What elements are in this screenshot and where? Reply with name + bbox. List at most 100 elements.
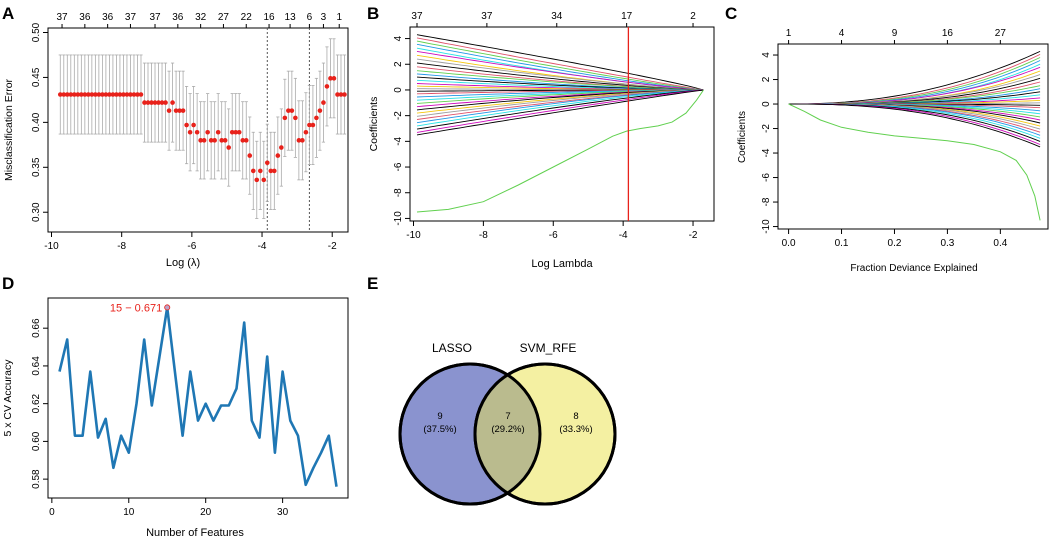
panel-a-data-point xyxy=(184,122,189,128)
panel-a-data-point xyxy=(163,100,168,105)
venn-set-label-lasso: LASSO xyxy=(432,341,472,355)
panel-a-data-point xyxy=(247,153,253,158)
panel-a-data-point xyxy=(328,76,333,81)
panel-a-data-point xyxy=(212,138,217,143)
panel-c-y-tick-label: 2 xyxy=(761,76,772,82)
panel-a-x-tick-label: -4 xyxy=(258,241,267,252)
venn-overlap-region xyxy=(475,364,540,504)
panel-a-data-point xyxy=(114,92,119,97)
panel-a-top-tick-label: 36 xyxy=(172,12,184,23)
panel-a-data-point xyxy=(293,115,298,121)
panel-b-y-tick-label: -2 xyxy=(393,111,404,120)
panel-a-x-tick-label: -6 xyxy=(187,241,196,252)
panel-a-data-point xyxy=(191,122,196,128)
panel-a-data-point xyxy=(215,129,221,135)
panel-a-data-point xyxy=(61,92,67,97)
panel-label-e: E xyxy=(367,274,378,293)
panel-c-y-tick-label: -6 xyxy=(761,173,772,182)
panel-b-y-axis-label: Coefficients xyxy=(368,97,380,152)
panel-b-y-tick-label: -10 xyxy=(393,211,404,226)
panel-b-top-tick-label: 2 xyxy=(690,11,696,22)
panel-a-top-tick-label: 16 xyxy=(263,12,275,23)
panel-b-coefficient-line xyxy=(416,43,704,91)
venn-percent-lasso-only: (37.5%) xyxy=(423,424,456,435)
panel-a-data-point xyxy=(152,100,158,105)
panel-b-top-tick-label: 34 xyxy=(551,11,563,22)
panel-c-x-tick-label: 0.0 xyxy=(782,238,796,249)
panel-a-data-point xyxy=(226,145,232,150)
panel-a-data-point xyxy=(205,129,210,135)
panel-b-coefficient-line xyxy=(416,89,704,130)
panel-a-x-tick-label: -10 xyxy=(44,241,59,252)
panel-b-top-tick-label: 17 xyxy=(621,11,633,22)
panel-a-data-point xyxy=(145,100,151,105)
panel-a-data-point xyxy=(208,138,214,143)
panel-a-data-point xyxy=(303,129,309,135)
panel-a-top-tick-label: 37 xyxy=(125,12,137,23)
panel-b-coefficient-line xyxy=(416,89,704,133)
panel-a-data-point xyxy=(121,92,126,97)
panel-a-data-point xyxy=(96,92,102,97)
panel-a-data-point xyxy=(317,108,323,113)
panel-b-coefficient-line xyxy=(416,89,704,136)
panel-d-x-tick-label: 10 xyxy=(123,507,135,518)
panel-a-top-tick-label: 37 xyxy=(56,12,68,23)
panel-b-y-tick-label: 2 xyxy=(393,61,404,67)
panel-b-plot-frame xyxy=(409,26,715,222)
panel-a-data-point xyxy=(82,92,88,97)
panel-a-data-point xyxy=(236,129,242,135)
panel-a-data-point xyxy=(135,92,140,97)
venn-outline-svm-rfe xyxy=(473,362,617,506)
panel-a-data-point xyxy=(307,122,312,128)
panel-a-data-point xyxy=(156,100,161,105)
panel-label-b: B xyxy=(367,4,379,23)
panel-a-data-point xyxy=(335,92,340,97)
panel-a-data-point xyxy=(314,115,319,121)
panel-c-y-tick-label: -8 xyxy=(761,197,772,206)
panel-a-y-tick-label: 0.50 xyxy=(31,22,42,42)
panel-a-x-tick-label: -2 xyxy=(328,241,337,252)
panel-a-data-point xyxy=(261,177,267,183)
panel-b-y-tick-label: 0 xyxy=(393,87,404,93)
panel-c-top-tick-label: 27 xyxy=(995,28,1007,39)
panel-a-x-tick-label: -8 xyxy=(117,241,126,252)
panel-a-x-axis-label: Log (λ) xyxy=(166,257,200,269)
panel-a-data-point xyxy=(243,138,249,143)
panel-a-y-axis-label: Misclassification Error xyxy=(3,78,15,181)
panel-a-data-point xyxy=(86,92,91,97)
panel-a-y-tick-label: 0.40 xyxy=(31,112,42,132)
panel-a-top-tick-label: 6 xyxy=(307,12,313,23)
panel-a-top-tick-label: 13 xyxy=(285,12,297,23)
panel-d-x-axis-label: Number of Features xyxy=(146,527,244,539)
panel-a-data-point xyxy=(117,92,123,97)
panel-a-data-point xyxy=(194,129,200,135)
panel-a-data-point xyxy=(338,92,344,97)
panel-a-data-point xyxy=(100,92,105,97)
panel-a-data-point xyxy=(64,92,70,97)
panel-a-data-point xyxy=(310,122,316,128)
panel-a-data-point xyxy=(286,108,291,113)
panel-label-c: C xyxy=(725,4,737,23)
panel-a-data-point xyxy=(222,138,228,143)
panel-a-top-tick-label: 36 xyxy=(79,12,91,23)
panel-a-top-tick-label: 32 xyxy=(195,12,207,23)
venn-percent-svm-rfe-only: (33.3%) xyxy=(559,424,592,435)
panel-a-misclassification-chart: -10 -8 -6 -4 -2 0.30 0.35 0.40 0.45 0.50 37 36 36 37 3… xyxy=(3,12,349,269)
panel-c-x-tick-label: 0.2 xyxy=(888,238,902,249)
panel-b-x-axis-label: Log Lambda xyxy=(531,258,593,270)
panel-a-top-tick-label: 36 xyxy=(102,12,114,23)
panel-c-y-axis-label: Coefficients xyxy=(737,111,748,163)
panel-a-data-point xyxy=(289,108,295,113)
panel-a-top-tick-label: 27 xyxy=(218,12,230,23)
panel-c-coefficient-path-deviance: 0.0 0.1 0.2 0.3 0.4 -10 -8 -6 -4 -2 0 2 4 1 4 9 16 27 Frac… xyxy=(737,28,1049,274)
panel-a-data-point xyxy=(159,100,165,105)
panel-b-y-tick-label: 4 xyxy=(393,35,404,41)
panel-d-y-tick-label: 0.58 xyxy=(31,469,42,489)
panel-a-data-point xyxy=(107,92,112,97)
panel-a-data-point xyxy=(110,92,116,97)
venn-percent-overlap: (29.2%) xyxy=(491,424,524,435)
panel-a-data-point xyxy=(124,92,130,97)
panel-b-coefficient-line xyxy=(416,47,704,91)
panel-b-coefficient-path-lambda: -10 -8 -6 -4 -2 -10 -8 -6 -4 -2 0 2 4 37 37 34 17 2 Log La… xyxy=(368,11,715,270)
panel-a-data-point xyxy=(300,138,305,143)
